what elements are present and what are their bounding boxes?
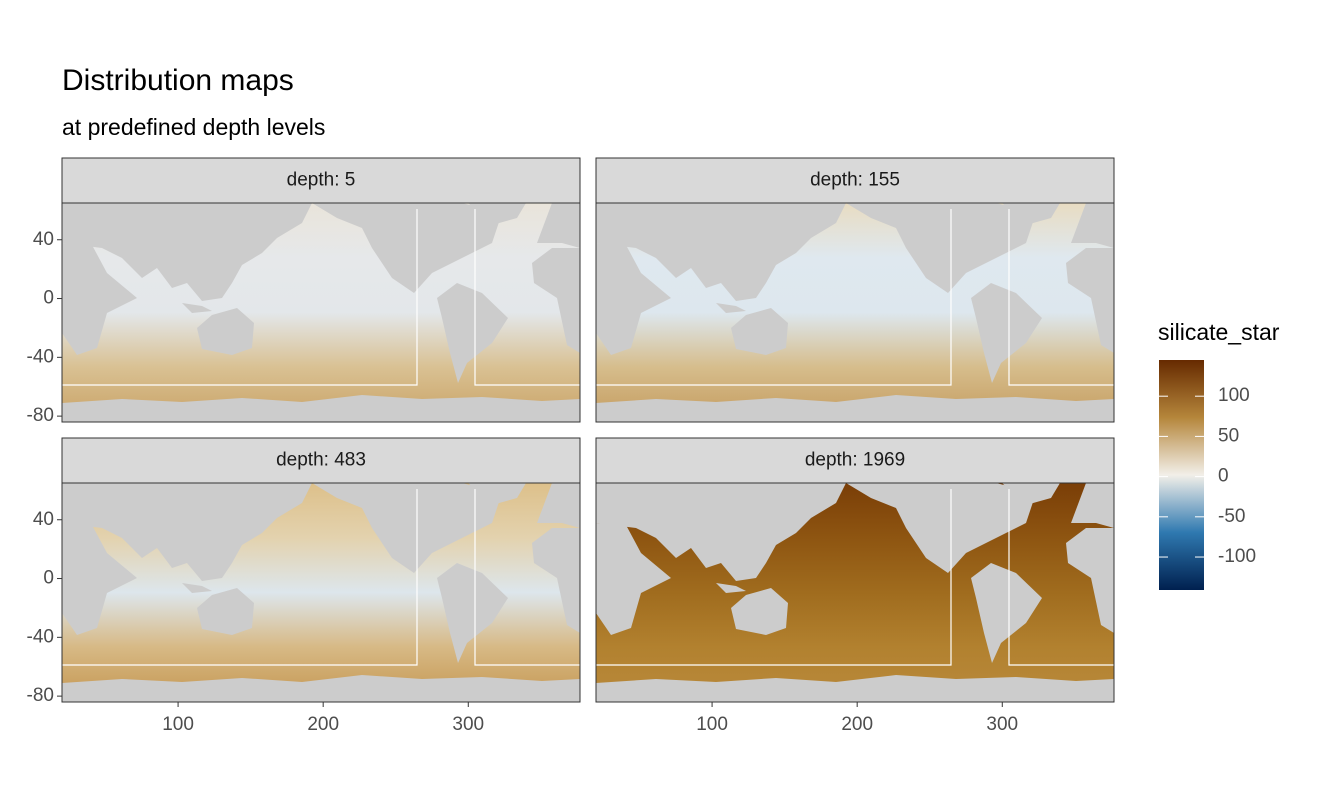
x-tick-label: 100 <box>162 714 194 735</box>
map-panel <box>596 203 1114 422</box>
legend-title: silicate_star <box>1158 319 1280 345</box>
y-tick-label: -80 <box>27 405 54 426</box>
panel-border <box>595 202 1115 423</box>
legend-label: 100 <box>1218 385 1250 406</box>
strip <box>61 157 581 204</box>
strip-label: depth: 483 <box>276 450 366 471</box>
y-tick-label: 40 <box>33 509 54 530</box>
strip-label: depth: 155 <box>810 170 900 191</box>
y-tick-label: -80 <box>27 685 54 706</box>
x-tick-label: 100 <box>696 714 728 735</box>
strip <box>595 437 1115 484</box>
colorbar <box>1159 360 1204 590</box>
legend-label: 50 <box>1218 425 1239 446</box>
x-tick-label: 300 <box>452 714 484 735</box>
legend-label: -50 <box>1218 506 1245 527</box>
x-tick-label: 300 <box>986 714 1018 735</box>
map-panel <box>596 483 1114 702</box>
legend-label: -100 <box>1218 546 1256 567</box>
map-panel <box>62 203 580 422</box>
chart-title: Distribution maps <box>62 64 294 97</box>
y-tick-label: 0 <box>43 568 54 589</box>
strip <box>61 437 581 484</box>
strip <box>595 157 1115 204</box>
panel-border <box>61 202 581 423</box>
panel-border <box>61 482 581 703</box>
map-panel <box>62 483 580 702</box>
strip-label: depth: 5 <box>287 170 356 191</box>
y-tick-label: 40 <box>33 229 54 250</box>
legend-label: 0 <box>1218 466 1229 487</box>
y-tick-label: 0 <box>43 288 54 309</box>
x-tick-label: 200 <box>841 714 873 735</box>
strip-label: depth: 1969 <box>805 450 905 471</box>
chart-subtitle: at predefined depth levels <box>62 114 325 140</box>
panel-border <box>595 482 1115 703</box>
y-tick-label: -40 <box>27 626 54 647</box>
x-tick-label: 200 <box>307 714 339 735</box>
y-tick-label: -40 <box>27 346 54 367</box>
